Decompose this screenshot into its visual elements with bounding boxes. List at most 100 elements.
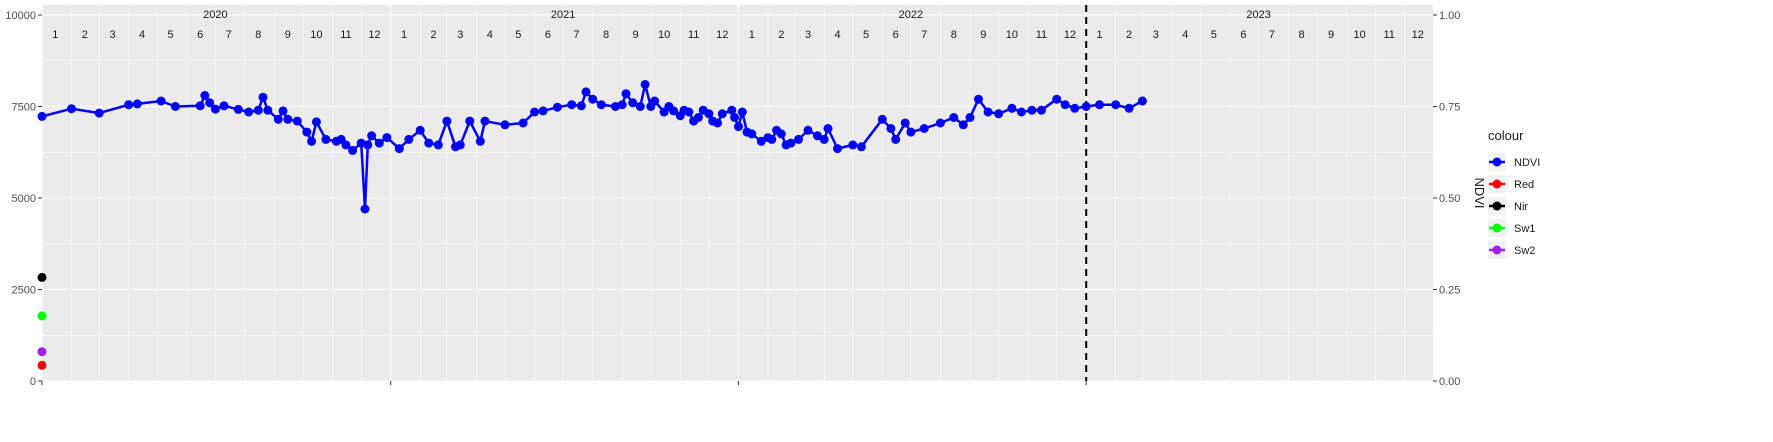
- data-point-ndvi: [552, 102, 562, 112]
- month-label: 1: [1096, 29, 1102, 41]
- data-point-ndvi: [37, 111, 47, 121]
- data-point-ndvi: [200, 91, 210, 100]
- month-label: 9: [632, 29, 638, 41]
- data-point-ndvi: [1070, 103, 1080, 113]
- month-label: 8: [951, 29, 957, 41]
- data-point-ndvi: [433, 140, 443, 150]
- data-point-ndvi: [360, 204, 370, 214]
- data-point-ndvi: [693, 113, 703, 122]
- data-point-ndvi: [382, 133, 392, 143]
- month-label: 1: [749, 29, 755, 41]
- month-label: 4: [1182, 29, 1188, 41]
- legend-key-sw2: [1488, 241, 1506, 259]
- data-point-ndvi: [170, 102, 180, 111]
- data-point-ndvi: [311, 117, 321, 127]
- legend-key-ndvi: [1488, 153, 1506, 171]
- data-point-ndvi: [292, 116, 302, 126]
- month-label: 4: [834, 29, 840, 41]
- month-label: 3: [805, 29, 811, 41]
- y-tick-label-left: 5000: [12, 193, 36, 205]
- month-label: 9: [285, 29, 291, 41]
- series-sw2: [37, 347, 47, 357]
- month-label: 8: [603, 29, 609, 41]
- year-label: 2020: [203, 9, 227, 21]
- month-label: 11: [1383, 29, 1394, 41]
- data-point-ndvi: [442, 116, 452, 126]
- data-point-ndvi: [94, 108, 104, 118]
- month-label: 6: [1240, 29, 1246, 41]
- data-point-ndvi: [567, 100, 577, 110]
- data-point-ndvi: [747, 129, 757, 139]
- data-point-ndvi: [581, 87, 591, 97]
- data-point-ndvi: [965, 113, 975, 122]
- data-point-ndvi: [794, 134, 803, 144]
- month-label: 3: [109, 29, 115, 41]
- data-point-ndvi: [195, 101, 205, 111]
- data-point-ndvi: [983, 107, 993, 117]
- data-point-ndvi: [958, 120, 968, 130]
- month-label: 9: [1328, 29, 1334, 41]
- data-point-ndvi: [132, 99, 142, 109]
- legend-title: colour: [1488, 128, 1524, 143]
- data-point-ndvi: [684, 107, 694, 117]
- data-point-ndvi: [302, 127, 312, 137]
- data-point-ndvi: [367, 131, 377, 141]
- month-label: 8: [255, 29, 261, 41]
- data-point-ndvi: [596, 100, 606, 110]
- year-label: 2022: [899, 9, 923, 21]
- month-label: 4: [487, 29, 493, 41]
- data-point-ndvi: [617, 100, 627, 110]
- data-point-ndvi: [856, 142, 866, 152]
- data-point-ndvi: [935, 118, 945, 128]
- data-point-ndvi: [848, 140, 858, 150]
- data-point-ndvi: [621, 89, 631, 99]
- legend-label-sw1: Sw1: [1514, 223, 1535, 235]
- data-point-ndvi: [823, 124, 833, 133]
- data-point-ndvi: [919, 124, 929, 133]
- data-point-ndvi: [900, 118, 910, 128]
- data-point-ndvi: [424, 138, 434, 148]
- data-point-ndvi: [949, 113, 959, 122]
- data-point-ndvi: [767, 134, 777, 144]
- data-point-ndvi: [886, 124, 896, 133]
- legend-key-point: [1492, 223, 1502, 233]
- data-point-ndvi: [156, 96, 166, 106]
- data-point-ndvi: [67, 104, 76, 114]
- month-label: 10: [658, 29, 670, 41]
- month-label: 2: [82, 29, 88, 41]
- month-label: 6: [197, 29, 203, 41]
- data-point-ndvi: [538, 106, 548, 116]
- legend: colour NDVI Red Nir Sw1 Sw2: [1488, 128, 1540, 259]
- month-label: 1: [52, 29, 58, 41]
- month-label: 4: [139, 29, 145, 41]
- data-point-ndvi: [734, 122, 743, 132]
- legend-key-red: [1488, 175, 1506, 193]
- data-point-ndvi: [374, 138, 384, 148]
- data-point-ndvi: [640, 80, 650, 89]
- month-label: 8: [1298, 29, 1304, 41]
- data-point-ndvi: [877, 114, 887, 124]
- data-point-ndvi: [803, 125, 813, 135]
- legend-label-nir: Nir: [1514, 201, 1528, 213]
- panel-background: [42, 5, 1433, 381]
- y-tick-label-left: 2500: [12, 285, 36, 297]
- data-point-ndvi: [727, 105, 737, 115]
- month-label: 7: [921, 29, 927, 41]
- data-point-ndvi: [974, 94, 983, 104]
- data-point-ndvi: [348, 145, 358, 155]
- month-label: 1: [401, 29, 407, 41]
- month-label: 9: [980, 29, 986, 41]
- data-point-ndvi: [628, 98, 638, 108]
- data-point-ndvi: [786, 138, 796, 148]
- data-point-ndvi: [1111, 100, 1121, 110]
- series-red: [37, 360, 47, 370]
- data-point-ndvi: [1036, 105, 1046, 115]
- data-point-ndvi: [124, 100, 134, 110]
- data-point-ndvi: [669, 106, 679, 116]
- data-point-ndvi: [363, 140, 373, 150]
- data-point-ndvi: [341, 140, 351, 150]
- month-label: 12: [368, 29, 380, 41]
- data-point-sw1: [37, 311, 47, 321]
- month-label: 12: [716, 29, 728, 41]
